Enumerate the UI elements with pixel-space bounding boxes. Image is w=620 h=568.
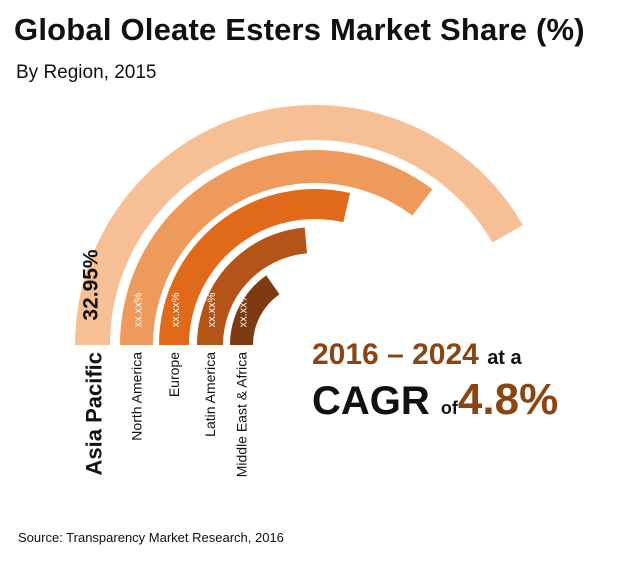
category-label-north-america: North America: [129, 352, 145, 441]
category-label-middle-east-and-africa: Middle East & Africa: [234, 352, 250, 477]
label-group: 32.95% Asia Pacific xx.xx% North America xx.…: [80, 249, 250, 477]
source-note: Source: Transparency Market Research, 20…: [18, 530, 284, 545]
cagr-callout: 2016 – 2024 at a CAGR of4.8%: [312, 338, 612, 431]
chart-subtitle: By Region, 2015: [16, 62, 157, 83]
value-label-middle-east-and-africa: xx.xx%: [238, 292, 250, 327]
category-label-europe: Europe: [166, 352, 182, 397]
arc-latin-america: [197, 227, 307, 345]
cagr-rate-line: CAGR of4.8%: [312, 377, 612, 431]
arc-middle-east-and-africa: [230, 275, 280, 345]
value-label-asia-pacific: 32.95%: [80, 249, 103, 321]
value-label-latin-america: xx.xx%: [206, 292, 218, 327]
category-label-asia-pacific: Asia Pacific: [82, 352, 107, 476]
cagr-rate: 4.8%: [457, 375, 559, 424]
arc-north-america: [120, 149, 433, 345]
cagr-years-line: 2016 – 2024 at a: [312, 338, 612, 375]
cagr-years: 2016 – 2024: [312, 338, 479, 371]
arc-group: [75, 105, 523, 346]
cagr-at-a: at a: [487, 347, 522, 369]
cagr-label: CAGR: [312, 379, 430, 423]
arc-asia-pacific: [75, 105, 523, 346]
value-label-europe: xx.xx%: [170, 292, 182, 327]
value-label-north-america: xx.xx%: [133, 292, 145, 327]
cagr-of: of: [440, 398, 458, 418]
chart-title: Global Oleate Esters Market Share (%): [14, 12, 585, 47]
category-label-latin-america: Latin America: [202, 352, 218, 437]
arc-europe: [159, 189, 351, 345]
